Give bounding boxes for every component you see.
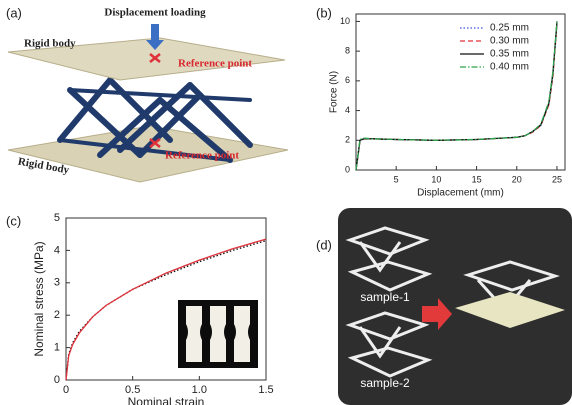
- y-tick-label: 2: [54, 309, 60, 321]
- sample-label: sample-1: [360, 290, 410, 304]
- legend-label: 0.30 mm: [490, 36, 529, 47]
- panel-label: (d): [316, 237, 332, 252]
- panel-label: (c): [6, 213, 21, 228]
- panel-label: (a): [6, 5, 22, 20]
- y-tick-label: 1: [54, 342, 60, 354]
- inset-photo: [178, 300, 258, 368]
- plot-frame: [356, 14, 565, 170]
- x-tick-label: 0.5: [125, 384, 140, 396]
- y-tick-label: 4: [345, 105, 350, 115]
- y-tick-label: 0: [54, 374, 60, 386]
- panel-label: (b): [316, 5, 332, 20]
- y-tick-label: 0: [345, 164, 350, 174]
- bottom-plate: [8, 126, 288, 182]
- x-tick-label: 0: [63, 384, 69, 396]
- point-label: Reference point: [165, 150, 239, 162]
- x-tick-label: 25: [552, 174, 562, 184]
- point-label: Reference point: [178, 58, 252, 70]
- y-tick-label: 10: [340, 16, 350, 26]
- y-axis-label: Nominal stress (MPa): [32, 241, 46, 356]
- sample-label: sample-2: [360, 376, 410, 390]
- y-tick-label: 4: [54, 244, 60, 256]
- x-tick-label: 10: [431, 174, 441, 184]
- body-label: Rigid body: [24, 38, 76, 50]
- photo: sample-1 sample-2: [338, 208, 572, 405]
- y-tick-label: 3: [54, 277, 60, 289]
- x-tick-label: 15: [472, 174, 482, 184]
- y-tick-label: 6: [345, 75, 350, 85]
- legend-label: 0.40 mm: [490, 62, 529, 73]
- x-axis-label: Nominal strain: [128, 395, 205, 405]
- x-tick-label: 1.0: [192, 384, 207, 396]
- y-axis-label: Force (N): [329, 71, 340, 113]
- legend-label: 0.35 mm: [490, 49, 529, 60]
- x-tick-label: 20: [512, 174, 522, 184]
- truss-diagram: Displacement loading Rigid body Rigid bo…: [8, 7, 288, 182]
- load-label: Displacement loading: [104, 7, 206, 19]
- x-tick-label: 5: [394, 174, 399, 184]
- x-tick-label: 1.5: [258, 384, 273, 396]
- figure: Displacement loading Rigid body Rigid bo…: [0, 0, 572, 405]
- y-tick-label: 5: [54, 212, 60, 224]
- y-tick-label: 2: [345, 135, 350, 145]
- y-tick-label: 8: [345, 46, 350, 56]
- x-axis-label: Displacement (mm): [417, 188, 504, 199]
- legend-label: 0.25 mm: [490, 23, 529, 34]
